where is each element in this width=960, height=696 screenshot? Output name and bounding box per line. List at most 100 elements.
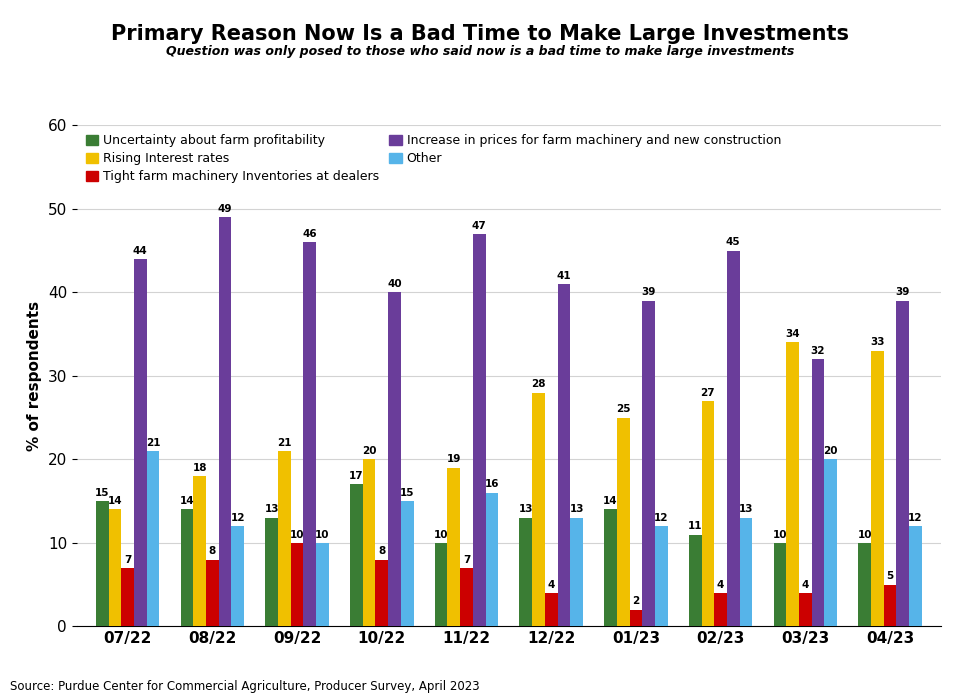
Bar — [786, 342, 799, 626]
Text: 13: 13 — [739, 505, 754, 514]
Text: 4: 4 — [717, 580, 724, 590]
Text: 7: 7 — [124, 555, 132, 564]
Text: 12: 12 — [908, 513, 923, 523]
Bar — [375, 560, 388, 626]
Bar — [435, 543, 447, 626]
Bar — [858, 543, 871, 626]
Text: 33: 33 — [870, 338, 884, 347]
Text: 15: 15 — [95, 488, 109, 498]
Text: 4: 4 — [802, 580, 809, 590]
Text: 39: 39 — [641, 287, 656, 297]
Text: 10: 10 — [773, 530, 787, 539]
Text: 13: 13 — [518, 505, 533, 514]
Bar — [689, 535, 702, 626]
Bar — [231, 526, 244, 626]
Text: 45: 45 — [726, 237, 740, 247]
Text: 10: 10 — [290, 530, 304, 539]
Text: Primary Reason Now Is a Bad Time to Make Large Investments: Primary Reason Now Is a Bad Time to Make… — [111, 24, 849, 45]
Text: 8: 8 — [378, 546, 385, 556]
Text: Question was only posed to those who said now is a bad time to make large invest: Question was only posed to those who sai… — [166, 45, 794, 58]
Text: 44: 44 — [132, 246, 148, 255]
Bar — [447, 468, 460, 626]
Text: 14: 14 — [603, 496, 617, 506]
Text: 25: 25 — [616, 404, 631, 414]
Bar — [303, 242, 316, 626]
Bar — [519, 518, 532, 626]
Bar — [206, 560, 219, 626]
Bar — [558, 284, 570, 626]
Text: 8: 8 — [208, 546, 216, 556]
Bar — [727, 251, 739, 626]
Text: Source: Purdue Center for Commercial Agriculture, Producer Survey, April 2023: Source: Purdue Center for Commercial Agr… — [10, 679, 479, 693]
Bar — [532, 393, 545, 626]
Text: 13: 13 — [264, 505, 278, 514]
Bar — [630, 610, 642, 626]
Bar — [147, 451, 159, 626]
Bar — [96, 501, 108, 626]
Text: 14: 14 — [108, 496, 122, 506]
Bar — [739, 518, 753, 626]
Bar — [265, 518, 278, 626]
Bar — [291, 543, 303, 626]
Text: 20: 20 — [362, 446, 376, 456]
Bar — [883, 585, 897, 626]
Text: 14: 14 — [180, 496, 194, 506]
Bar — [616, 418, 630, 626]
Bar — [714, 593, 727, 626]
Bar — [642, 301, 655, 626]
Text: 7: 7 — [463, 555, 470, 564]
Bar — [909, 526, 922, 626]
Text: 40: 40 — [387, 279, 401, 289]
Text: 12: 12 — [230, 513, 245, 523]
Bar — [774, 543, 786, 626]
Text: 18: 18 — [192, 463, 206, 473]
Text: 2: 2 — [633, 596, 639, 606]
Bar — [473, 234, 486, 626]
Text: 19: 19 — [446, 454, 461, 464]
Y-axis label: % of respondents: % of respondents — [27, 301, 42, 451]
Bar — [134, 259, 147, 626]
Text: 32: 32 — [811, 346, 826, 356]
Bar — [545, 593, 558, 626]
Bar — [811, 359, 825, 626]
Text: 5: 5 — [886, 571, 894, 581]
Bar — [121, 568, 134, 626]
Bar — [363, 459, 375, 626]
Text: 4: 4 — [547, 580, 555, 590]
Legend: Uncertainty about farm profitability, Rising Interest rates, Tight farm machiner: Uncertainty about farm profitability, Ri… — [84, 132, 783, 186]
Text: 10: 10 — [315, 530, 329, 539]
Text: 17: 17 — [349, 471, 364, 481]
Bar — [825, 459, 837, 626]
Bar — [871, 351, 883, 626]
Bar — [604, 509, 617, 626]
Bar — [897, 301, 909, 626]
Text: 20: 20 — [824, 446, 838, 456]
Bar — [388, 292, 401, 626]
Bar — [219, 217, 231, 626]
Text: 34: 34 — [785, 329, 800, 339]
Text: 21: 21 — [277, 438, 292, 448]
Bar — [401, 501, 414, 626]
Bar — [193, 476, 206, 626]
Bar — [702, 401, 714, 626]
Text: 47: 47 — [471, 221, 487, 230]
Bar — [180, 509, 193, 626]
Text: 13: 13 — [569, 505, 584, 514]
Text: 11: 11 — [688, 521, 703, 531]
Text: 41: 41 — [557, 271, 571, 280]
Bar — [799, 593, 811, 626]
Text: 21: 21 — [146, 438, 160, 448]
Bar — [108, 509, 121, 626]
Text: 27: 27 — [701, 388, 715, 397]
Bar — [316, 543, 328, 626]
Text: 16: 16 — [485, 480, 499, 489]
Bar — [460, 568, 473, 626]
Bar — [350, 484, 363, 626]
Text: 49: 49 — [218, 204, 232, 214]
Text: 15: 15 — [400, 488, 415, 498]
Bar — [486, 493, 498, 626]
Text: 39: 39 — [896, 287, 910, 297]
Bar — [655, 526, 667, 626]
Text: 12: 12 — [654, 513, 668, 523]
Text: 46: 46 — [302, 229, 317, 239]
